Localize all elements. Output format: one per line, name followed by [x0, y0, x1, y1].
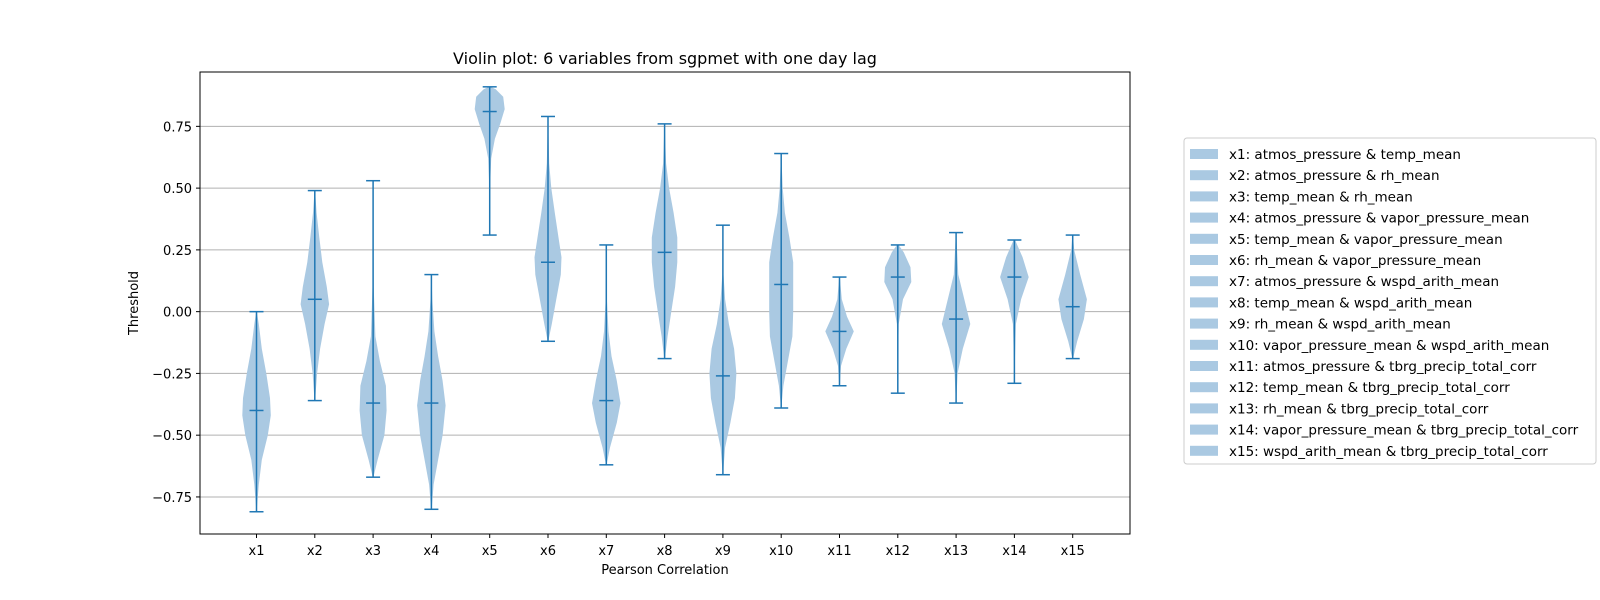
x-tick-label: x12	[886, 544, 910, 559]
violin-x1	[242, 310, 271, 513]
legend-entry: x7: atmos_pressure & wspd_arith_mean	[1190, 274, 1499, 290]
legend-entry: x10: vapor_pressure_mean & wspd_arith_me…	[1190, 338, 1549, 354]
legend-swatch	[1190, 382, 1218, 393]
y-tick-label: 0.75	[163, 120, 192, 135]
violin-x4	[417, 273, 446, 511]
legend-swatch	[1190, 170, 1218, 181]
legend-entry: x11: atmos_pressure & tbrg_precip_total_…	[1190, 359, 1537, 375]
legend-label: x7: atmos_pressure & wspd_arith_mean	[1229, 274, 1499, 290]
chart-title: Violin plot: 6 variables from sgpmet wit…	[453, 49, 877, 68]
legend-swatch	[1190, 233, 1218, 244]
legend-swatch	[1190, 339, 1218, 350]
violin-x15	[1058, 234, 1087, 360]
legend-swatch	[1190, 361, 1218, 371]
legend-label: x5: temp_mean & vapor_pressure_mean	[1229, 232, 1503, 248]
legend-swatch	[1190, 445, 1218, 456]
legend-label: x1: atmos_pressure & temp_mean	[1229, 147, 1461, 163]
legend-label: x13: rh_mean & tbrg_precip_total_corr	[1229, 401, 1489, 417]
x-tick-label: x9	[715, 544, 731, 559]
x-tick-label: x14	[1002, 544, 1026, 559]
violins	[242, 86, 1087, 513]
legend-entry: x13: rh_mean & tbrg_precip_total_corr	[1190, 401, 1489, 417]
legend-swatch	[1190, 403, 1218, 414]
x-tick-label: x6	[540, 544, 556, 559]
y-tick-label: 0.00	[163, 306, 192, 321]
legend-label: x3: temp_mean & rh_mean	[1229, 189, 1413, 205]
legend-swatch	[1190, 191, 1218, 202]
legend: x1: atmos_pressure & temp_mean x2: atmos_…	[1183, 137, 1597, 465]
x-tick-label: x1	[249, 544, 265, 559]
x-tick-label: x4	[423, 544, 439, 559]
x-tick-label: x2	[307, 544, 323, 559]
legend-swatch	[1190, 318, 1218, 329]
legend-label: x8: temp_mean & wspd_arith_mean	[1229, 295, 1472, 311]
x-tick-label: x3	[365, 544, 381, 559]
violin-x5	[474, 86, 505, 236]
x-tick-label: x10	[769, 544, 793, 559]
y-tick-label: −0.25	[152, 367, 192, 382]
legend-entry: x5: temp_mean & vapor_pressure_mean	[1190, 232, 1503, 248]
x-axis-label: Pearson Correlation	[601, 563, 728, 578]
legend-swatch	[1190, 424, 1218, 435]
legend-label: x15: wspd_arith_mean & tbrg_precip_total…	[1229, 444, 1548, 460]
violin-x14	[1000, 239, 1029, 385]
violin-x2	[300, 189, 330, 402]
legend-entry: x3: temp_mean & rh_mean	[1190, 189, 1413, 205]
legend-label: x6: rh_mean & vapor_pressure_mean	[1229, 253, 1481, 269]
violin-x8	[651, 123, 678, 360]
legend-label: x12: temp_mean & tbrg_precip_total_corr	[1229, 380, 1510, 396]
x-tick-label: x11	[827, 544, 851, 559]
legend-entry: x2: atmos_pressure & rh_mean	[1190, 168, 1440, 184]
legend-label: x11: atmos_pressure & tbrg_precip_total_…	[1229, 359, 1537, 375]
legend-label: x4: atmos_pressure & vapor_pressure_mean	[1229, 211, 1529, 227]
legend-label: x9: rh_mean & wspd_arith_mean	[1229, 317, 1451, 333]
violin-x9	[709, 224, 737, 476]
legend-entry: x14: vapor_pressure_mean & tbrg_precip_t…	[1190, 423, 1579, 439]
legend-entry: x12: temp_mean & tbrg_precip_total_corr	[1190, 380, 1510, 396]
y-tick-label: −0.75	[152, 491, 192, 506]
legend-entry: x6: rh_mean & vapor_pressure_mean	[1190, 253, 1481, 269]
legend-entry: x9: rh_mean & wspd_arith_mean	[1190, 317, 1451, 333]
y-tick-label: 0.25	[163, 244, 192, 259]
y-axis-label: Threshold	[127, 271, 142, 336]
violin-x3	[359, 179, 387, 478]
legend-swatch	[1190, 212, 1218, 223]
legend-label: x2: atmos_pressure & rh_mean	[1229, 168, 1440, 184]
legend-swatch	[1190, 276, 1218, 287]
legend-entry: x4: atmos_pressure & vapor_pressure_mean	[1190, 211, 1529, 227]
x-tick-label: x15	[1061, 544, 1085, 559]
x-tick-label: x7	[598, 544, 614, 559]
y-tick-label: −0.50	[152, 429, 192, 444]
violin-x7	[592, 244, 621, 466]
violin-x6	[534, 115, 562, 343]
legend-swatch	[1190, 297, 1218, 308]
legend-entry: x8: temp_mean & wspd_arith_mean	[1190, 295, 1472, 311]
y-tick-label: 0.50	[163, 182, 192, 197]
violin-x13	[941, 231, 971, 404]
legend-label: x14: vapor_pressure_mean & tbrg_precip_t…	[1229, 423, 1579, 439]
violin-x10	[769, 152, 794, 409]
x-tick-label: x8	[657, 544, 673, 559]
legend-entry: x15: wspd_arith_mean & tbrg_precip_total…	[1190, 444, 1548, 460]
x-tick-label: x13	[944, 544, 968, 559]
legend-swatch	[1190, 149, 1218, 159]
violin-x12	[884, 244, 912, 394]
violin-x11	[825, 276, 854, 387]
x-axis-ticks: x1 x2 x3 x4 x5 x6 x7 x8 x9 x10 x11 x12 x13 x14 x15	[249, 534, 1085, 559]
legend-swatch	[1190, 255, 1218, 265]
legend-entry: x1: atmos_pressure & temp_mean	[1190, 147, 1461, 163]
legend-frame	[1183, 137, 1597, 465]
y-axis-ticks: −0.75 −0.50 −0.25 0.00 0.25 0.50 0.75	[152, 120, 200, 506]
x-tick-label: x5	[482, 544, 498, 559]
legend-label: x10: vapor_pressure_mean & wspd_arith_me…	[1229, 338, 1549, 354]
